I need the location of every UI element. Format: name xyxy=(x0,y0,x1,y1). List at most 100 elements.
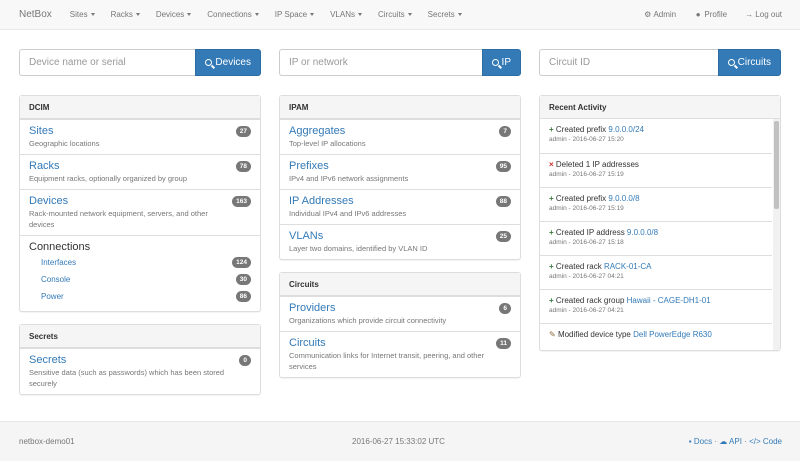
racks-link[interactable]: Racks xyxy=(29,160,60,172)
vlans-link[interactable]: VLANs xyxy=(289,230,324,242)
secrets-link[interactable]: Secrets xyxy=(29,354,67,366)
plus-icon: + xyxy=(549,262,554,271)
activity-action: Deleted 1 IP addresses xyxy=(555,160,639,169)
menu-racks[interactable]: Racks xyxy=(111,10,140,19)
caret-down-icon xyxy=(254,13,259,17)
code-link[interactable]: </> Code xyxy=(749,437,782,446)
providers-link[interactable]: Providers xyxy=(289,302,336,314)
menu-label: VLANs xyxy=(330,10,355,19)
caret-down-icon xyxy=(407,13,412,17)
panel-heading: Circuits xyxy=(280,273,520,296)
admin-link[interactable]: ⚙ Admin xyxy=(644,10,676,19)
activity-meta: admin - 2016-06-27 04:21 xyxy=(549,273,624,280)
count-badge: 6 xyxy=(499,303,511,314)
count-badge: 124 xyxy=(232,257,251,268)
panel-heading: DCIM xyxy=(20,96,260,119)
search-icon xyxy=(727,59,735,66)
link-label: API xyxy=(729,437,742,446)
device-search-button[interactable]: Devices xyxy=(195,49,261,76)
count-badge: 95 xyxy=(495,161,511,172)
link-label: Code xyxy=(762,437,782,446)
profile-link[interactable]: ● Profile xyxy=(694,10,727,19)
power-link[interactable]: Power 86 xyxy=(29,288,251,305)
circuits-panel: Circuits Providers Organizations which pr… xyxy=(279,272,521,378)
activity-item: + Created rack RACK-01-CA admin - 2016-06… xyxy=(540,255,772,289)
count-badge: 25 xyxy=(495,231,511,242)
menu-circuits[interactable]: Circuits xyxy=(378,10,412,19)
activity-meta: admin - 2016-06-27 15:20 xyxy=(549,136,624,143)
connections-heading: Connections xyxy=(29,241,91,253)
separator: · xyxy=(714,437,717,446)
list-item: Circuits Communication links for Internet… xyxy=(280,331,520,377)
server-time: 2016-06-27 15:33:02 UTC xyxy=(352,437,445,446)
middle-column: IPAM Aggregates Top-level IP allocations 7… xyxy=(279,95,521,378)
menu-label: Circuits xyxy=(378,10,405,19)
devices-link[interactable]: Devices xyxy=(29,195,69,207)
recent-activity-panel: Recent Activity + Created prefix 9.0.0.0… xyxy=(539,95,781,351)
ip-search-button[interactable]: IP xyxy=(481,49,521,76)
ip-search-input[interactable] xyxy=(279,49,482,76)
interfaces-link[interactable]: Interfaces 124 xyxy=(29,254,251,271)
cloud-icon: ☁ xyxy=(719,437,728,446)
scrollbar-track[interactable] xyxy=(773,119,780,350)
list-item: Secrets Sensitive data (such as passwords… xyxy=(20,348,260,394)
aggregates-link[interactable]: Aggregates xyxy=(289,125,346,137)
activity-link[interactable]: RACK-01-CA xyxy=(603,262,652,271)
item-description: Communication links for Internet transit… xyxy=(289,351,485,371)
menu-connections[interactable]: Connections xyxy=(207,10,259,19)
activity-action: Created IP address xyxy=(555,228,625,237)
brand-logo[interactable]: NetBox xyxy=(19,9,52,20)
logout-link[interactable]: → Log out xyxy=(745,10,782,19)
menu-secrets[interactable]: Secrets xyxy=(428,10,462,19)
list-item: Aggregates Top-level IP allocations 7 xyxy=(280,119,520,154)
docs-link[interactable]: ▪ Docs xyxy=(689,437,712,446)
activity-list[interactable]: + Created prefix 9.0.0.0/24 admin - 2016-… xyxy=(540,119,780,350)
activity-meta: admin - 2016-06-27 04:21 xyxy=(549,307,624,314)
sites-link[interactable]: Sites xyxy=(29,125,54,137)
circuits-link[interactable]: Circuits xyxy=(289,337,326,349)
pencil-icon: ✎ xyxy=(549,330,556,339)
api-link[interactable]: ☁ API xyxy=(719,437,742,446)
menu-label: IP Space xyxy=(274,10,308,19)
activity-meta: admin - 2016-06-27 15:18 xyxy=(549,239,624,246)
list-item: Racks Equipment racks, optionally organiz… xyxy=(20,154,260,189)
ip-addresses-link[interactable]: IP Addresses xyxy=(289,195,354,207)
list-item: Providers Organizations which provide cir… xyxy=(280,296,520,331)
menu-sites[interactable]: Sites xyxy=(70,10,95,19)
user-icon: ● xyxy=(695,10,701,19)
link-label: Docs xyxy=(693,437,713,446)
search-icon xyxy=(491,59,499,66)
activity-link[interactable]: Hawaii - CAGE-DH1-01 xyxy=(626,296,711,305)
device-search-input[interactable] xyxy=(19,49,196,76)
count-badge: 7 xyxy=(499,126,511,137)
plus-icon: + xyxy=(549,194,554,203)
scrollbar-thumb[interactable] xyxy=(774,121,779,209)
activity-link[interactable]: Dell PowerEdge R630 xyxy=(633,330,712,339)
dcim-panel: DCIM Sites Geographic locations 27 Racks Eq… xyxy=(19,95,261,312)
activity-action: Created rack group xyxy=(555,296,625,305)
console-link[interactable]: Console 30 xyxy=(29,271,251,288)
activity-item: × Deleted 1 IP addresses admin - 2016-06-… xyxy=(540,153,772,187)
item-description: Geographic locations xyxy=(29,139,100,148)
item-description: Top-level IP allocations xyxy=(289,139,366,148)
menu-devices[interactable]: Devices xyxy=(156,10,192,19)
list-item: Prefixes IPv4 and IPv6 network assignment… xyxy=(280,154,520,189)
list-item: Connections Interfaces 124 Console 30 Powe… xyxy=(20,235,260,311)
menu-ip-space[interactable]: IP Space xyxy=(274,10,315,19)
search-icon xyxy=(205,59,213,66)
activity-link[interactable]: 9.0.0.0/24 xyxy=(608,125,644,134)
caret-down-icon xyxy=(135,13,140,17)
activity-link[interactable]: 9.0.0.0/8 xyxy=(626,228,659,237)
button-label: Devices xyxy=(215,57,251,68)
activity-meta: admin - 2016-06-27 15:19 xyxy=(549,171,624,178)
list-item: Devices Rack-mounted network equipment, s… xyxy=(20,189,260,235)
right-column: Recent Activity + Created prefix 9.0.0.0… xyxy=(539,95,781,351)
activity-link[interactable]: 9.0.0.0/8 xyxy=(608,194,640,203)
circuit-search-button[interactable]: Circuits xyxy=(717,49,781,76)
prefixes-link[interactable]: Prefixes xyxy=(289,160,329,172)
circuit-search-input[interactable] xyxy=(539,49,718,76)
activity-action: Created prefix xyxy=(555,194,607,203)
menu-vlans[interactable]: VLANs xyxy=(330,10,362,19)
panel-heading: Recent Activity xyxy=(540,96,780,119)
admin-label: Admin xyxy=(653,10,677,19)
